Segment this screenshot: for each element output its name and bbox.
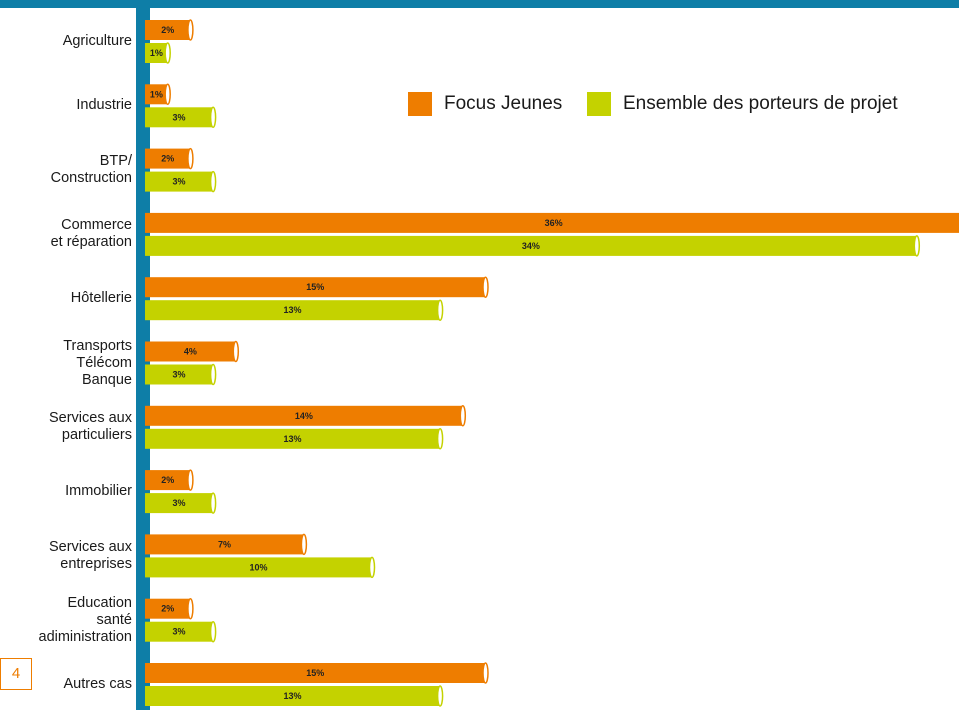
bar-ensemble	[145, 171, 214, 192]
bar-value-label: 1%	[150, 89, 163, 99]
bar-end-cap	[209, 363, 217, 386]
legend-label-ensemble: Ensemble des porteurs de projet	[623, 93, 898, 114]
bar-focus-jeunes	[145, 212, 959, 233]
bar-focus-jeunes	[145, 663, 486, 683]
bar-focus-jeunes	[145, 277, 486, 298]
bar-value-label: 15%	[306, 668, 324, 678]
bar-end-cap	[436, 428, 444, 450]
bar-focus-jeunes	[145, 148, 191, 169]
category-label: Hôtellerie	[70, 290, 132, 307]
bar-ensemble	[145, 235, 917, 256]
top-band	[0, 0, 959, 8]
bar-value-label: 2%	[161, 604, 174, 614]
bar-value-label: 1%	[150, 48, 163, 58]
bar-end-cap	[187, 19, 194, 41]
bar-value-label: 34%	[522, 241, 540, 251]
bar-value-label: 3%	[173, 177, 186, 187]
bar-ensemble	[145, 300, 441, 321]
category-label: Commerce et réparation	[50, 217, 132, 251]
bar-value-label: 3%	[173, 112, 186, 122]
bar-focus-jeunes	[145, 405, 463, 426]
bar-end-cap	[164, 42, 171, 64]
bar-end-cap	[300, 533, 308, 556]
category-label: Industrie	[76, 97, 132, 114]
category-label: Autres cas	[63, 676, 133, 692]
bar-value-label: 3%	[173, 627, 186, 637]
bar-end-cap	[164, 83, 171, 106]
bar-end-cap	[209, 170, 217, 193]
bar-value-label: 15%	[306, 282, 324, 292]
bar-end-cap	[482, 276, 489, 298]
page-number: 4	[0, 658, 32, 690]
bar-end-cap	[459, 405, 467, 427]
bar-ensemble	[145, 686, 441, 706]
bar-end-cap	[209, 106, 217, 129]
bar-end-cap	[232, 340, 240, 363]
bar-end-cap	[187, 147, 194, 170]
bar-end-cap	[913, 235, 921, 257]
category-label: Services aux entreprises	[48, 538, 132, 572]
bar-end-cap	[436, 685, 444, 707]
bar-focus-jeunes	[145, 84, 168, 105]
bar-end-cap	[187, 597, 194, 620]
legend-swatch-focus	[408, 92, 432, 116]
bar-ensemble	[145, 428, 441, 449]
bar-end-cap	[436, 299, 444, 321]
category-label: BTP/ Construction	[50, 153, 132, 187]
category-label: Agriculture	[62, 33, 132, 49]
bar-value-label: 13%	[284, 305, 302, 315]
bar-ensemble	[145, 493, 214, 514]
category-label: Education santé adiministration	[38, 594, 133, 645]
bar-end-cap	[209, 492, 217, 514]
bar-value-label: 7%	[218, 539, 231, 549]
bar-ensemble	[145, 557, 372, 578]
bar-value-label: 4%	[184, 347, 197, 357]
bar-focus-jeunes	[145, 20, 191, 40]
bar-value-label: 2%	[161, 154, 174, 164]
bar-value-label: 14%	[295, 411, 313, 421]
category-label: Services aux particuliers	[48, 410, 132, 444]
bar-value-label: 2%	[161, 25, 174, 35]
bar-end-cap	[187, 469, 194, 491]
bar-value-label: 3%	[173, 498, 186, 508]
bar-value-label: 13%	[284, 691, 302, 701]
legend-label-focus: Focus Jeunes	[444, 93, 563, 114]
bar-value-label: 2%	[161, 475, 174, 485]
bar-value-label: 3%	[173, 370, 186, 380]
bar-end-cap	[209, 620, 217, 643]
bar-focus-jeunes	[145, 534, 304, 555]
bar-ensemble	[145, 621, 214, 642]
bar-value-label: 10%	[249, 562, 267, 572]
category-label: Immobilier	[65, 483, 132, 500]
bar-ensemble	[145, 107, 214, 128]
category-label: Transports Télécom Banque	[63, 337, 132, 388]
bar-focus-jeunes	[145, 341, 236, 362]
legend-swatch-ensemble	[587, 92, 611, 116]
bar-end-cap	[368, 556, 376, 579]
bar-ensemble	[145, 364, 214, 385]
bar-ensemble	[145, 43, 168, 63]
bar-focus-jeunes	[145, 470, 191, 491]
bar-value-label: 36%	[545, 218, 563, 228]
bar-end-cap	[482, 662, 489, 684]
bar-value-label: 13%	[284, 434, 302, 444]
bar-focus-jeunes	[145, 598, 191, 619]
